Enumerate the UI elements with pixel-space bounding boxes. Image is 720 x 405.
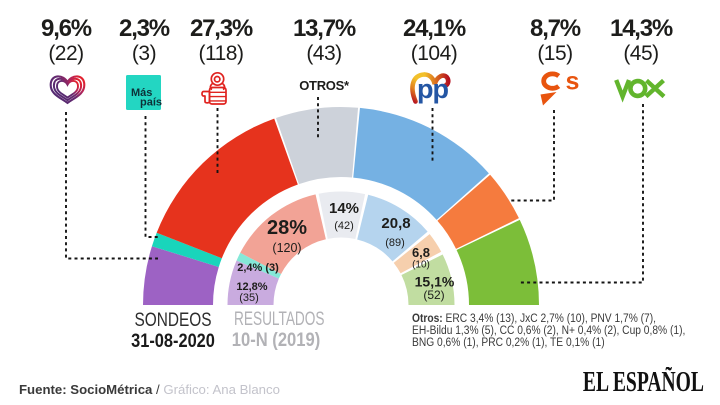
svg-text:2,4% (3): 2,4% (3) (237, 262, 279, 274)
svg-text:6,8: 6,8 (412, 245, 430, 260)
svg-text:20,8: 20,8 (381, 215, 410, 232)
svg-text:14%: 14% (329, 200, 359, 217)
svg-text:país: país (140, 97, 162, 109)
svg-text:(42): (42) (334, 220, 354, 232)
svg-text:(35): (35) (239, 292, 259, 304)
svg-text:(89): (89) (385, 237, 405, 249)
svg-text:15,1%: 15,1% (415, 274, 455, 290)
svg-text:12,8%: 12,8% (236, 281, 267, 293)
svg-text:(52): (52) (423, 288, 444, 302)
svg-text:28%: 28% (267, 217, 307, 239)
svg-text:s: s (566, 68, 580, 96)
svg-text:pp: pp (417, 74, 448, 104)
svg-text:(120): (120) (272, 241, 301, 255)
svg-text:(10): (10) (412, 260, 430, 271)
svg-text:Más: Más (131, 87, 152, 99)
